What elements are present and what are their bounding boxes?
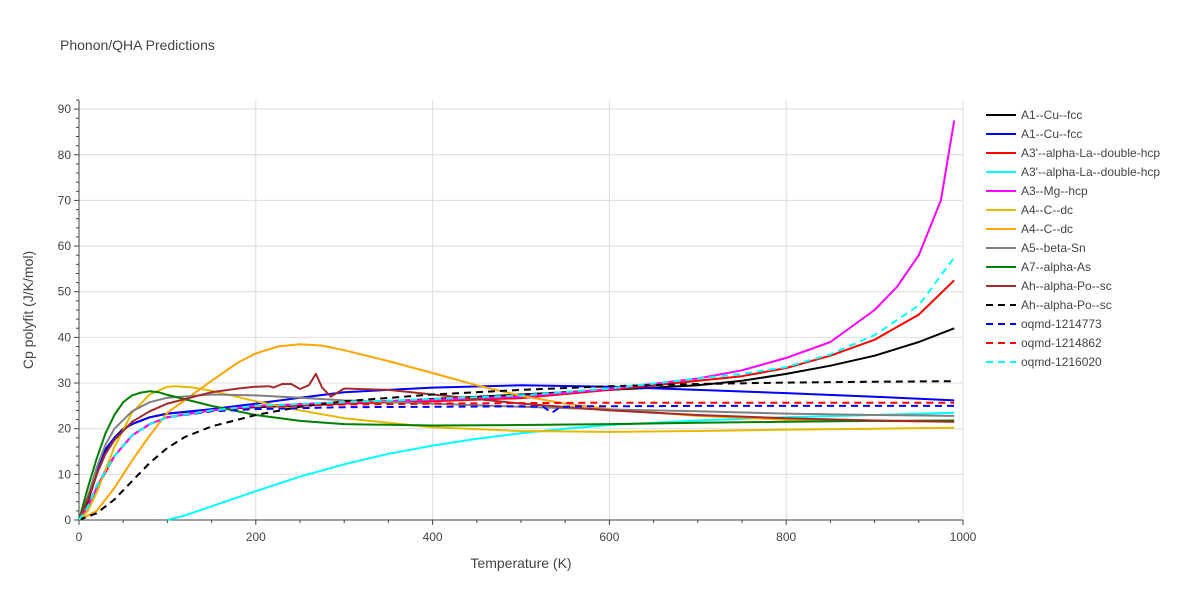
y-axis-label: Cp polyfit (J/K/mol) [20, 251, 36, 369]
legend-item-label: oqmd-1216020 [1021, 355, 1102, 369]
series-line-9 [78, 372, 955, 521]
tick-labels: 0 10 20 30 40 50 60 70 80 90 0 200 400 600 800 1000 [58, 102, 977, 544]
series-line-8 [78, 390, 955, 521]
y-tick-label: 20 [58, 422, 72, 436]
legend: A1--Cu--fcc A1--Cu--fcc A3'--alpha-La--dou… [986, 108, 1160, 369]
series-line-5 [78, 385, 955, 521]
grid [79, 100, 964, 520]
legend-item-label: oqmd-1214862 [1021, 336, 1102, 350]
legend-item-label: A3'--alpha-La--double-hcp [1021, 165, 1160, 179]
series-line-7 [78, 393, 955, 521]
legend-item-label: Ah--alpha-Po--sc [1021, 298, 1112, 312]
x-tick-label: 200 [246, 530, 266, 544]
series-line-4 [78, 120, 956, 521]
legend-item-label: A1--Cu--fcc [1021, 127, 1082, 141]
axes [74, 99, 964, 525]
y-tick-label: 90 [58, 102, 72, 116]
chart-title: Phonon/QHA Predictions [60, 37, 215, 53]
legend-item-label: A4--C--dc [1021, 203, 1073, 217]
y-tick-label: 50 [58, 285, 72, 299]
x-tick-label: 800 [776, 530, 796, 544]
legend-item-label: A3--Mg--hcp [1021, 184, 1088, 198]
legend-item-label: oqmd-1214773 [1021, 317, 1102, 331]
y-tick-label: 70 [58, 193, 72, 207]
legend-item-label: A5--beta-Sn [1021, 241, 1086, 255]
series-line-3 [167, 411, 955, 521]
series-lines [78, 120, 956, 521]
y-tick-label: 60 [58, 239, 72, 253]
legend-item-label: A4--C--dc [1021, 222, 1073, 236]
x-tick-label: 400 [423, 530, 443, 544]
series-line-1 [78, 384, 955, 521]
y-tick-label: 0 [64, 513, 71, 527]
series-line-6 [78, 343, 955, 521]
x-tick-label: 1000 [950, 530, 977, 544]
y-tick-label: 40 [58, 330, 72, 344]
legend-item-label: A7--alpha-As [1021, 260, 1091, 274]
x-tick-label: 600 [599, 530, 619, 544]
series-line-10 [78, 380, 955, 521]
x-tick-label: 0 [76, 530, 83, 544]
series-line-2 [78, 279, 955, 521]
series-line-13 [78, 256, 956, 521]
y-tick-label: 30 [58, 376, 72, 390]
x-axis-label: Temperature (K) [470, 555, 571, 571]
legend-item-label: A1--Cu--fcc [1021, 108, 1082, 122]
y-tick-label: 10 [58, 467, 72, 481]
legend-item-label: A3'--alpha-La--double-hcp [1021, 146, 1160, 160]
legend-item-label: Ah--alpha-Po--sc [1021, 279, 1112, 293]
y-tick-label: 80 [58, 148, 72, 162]
series-line-11 [78, 404, 955, 521]
